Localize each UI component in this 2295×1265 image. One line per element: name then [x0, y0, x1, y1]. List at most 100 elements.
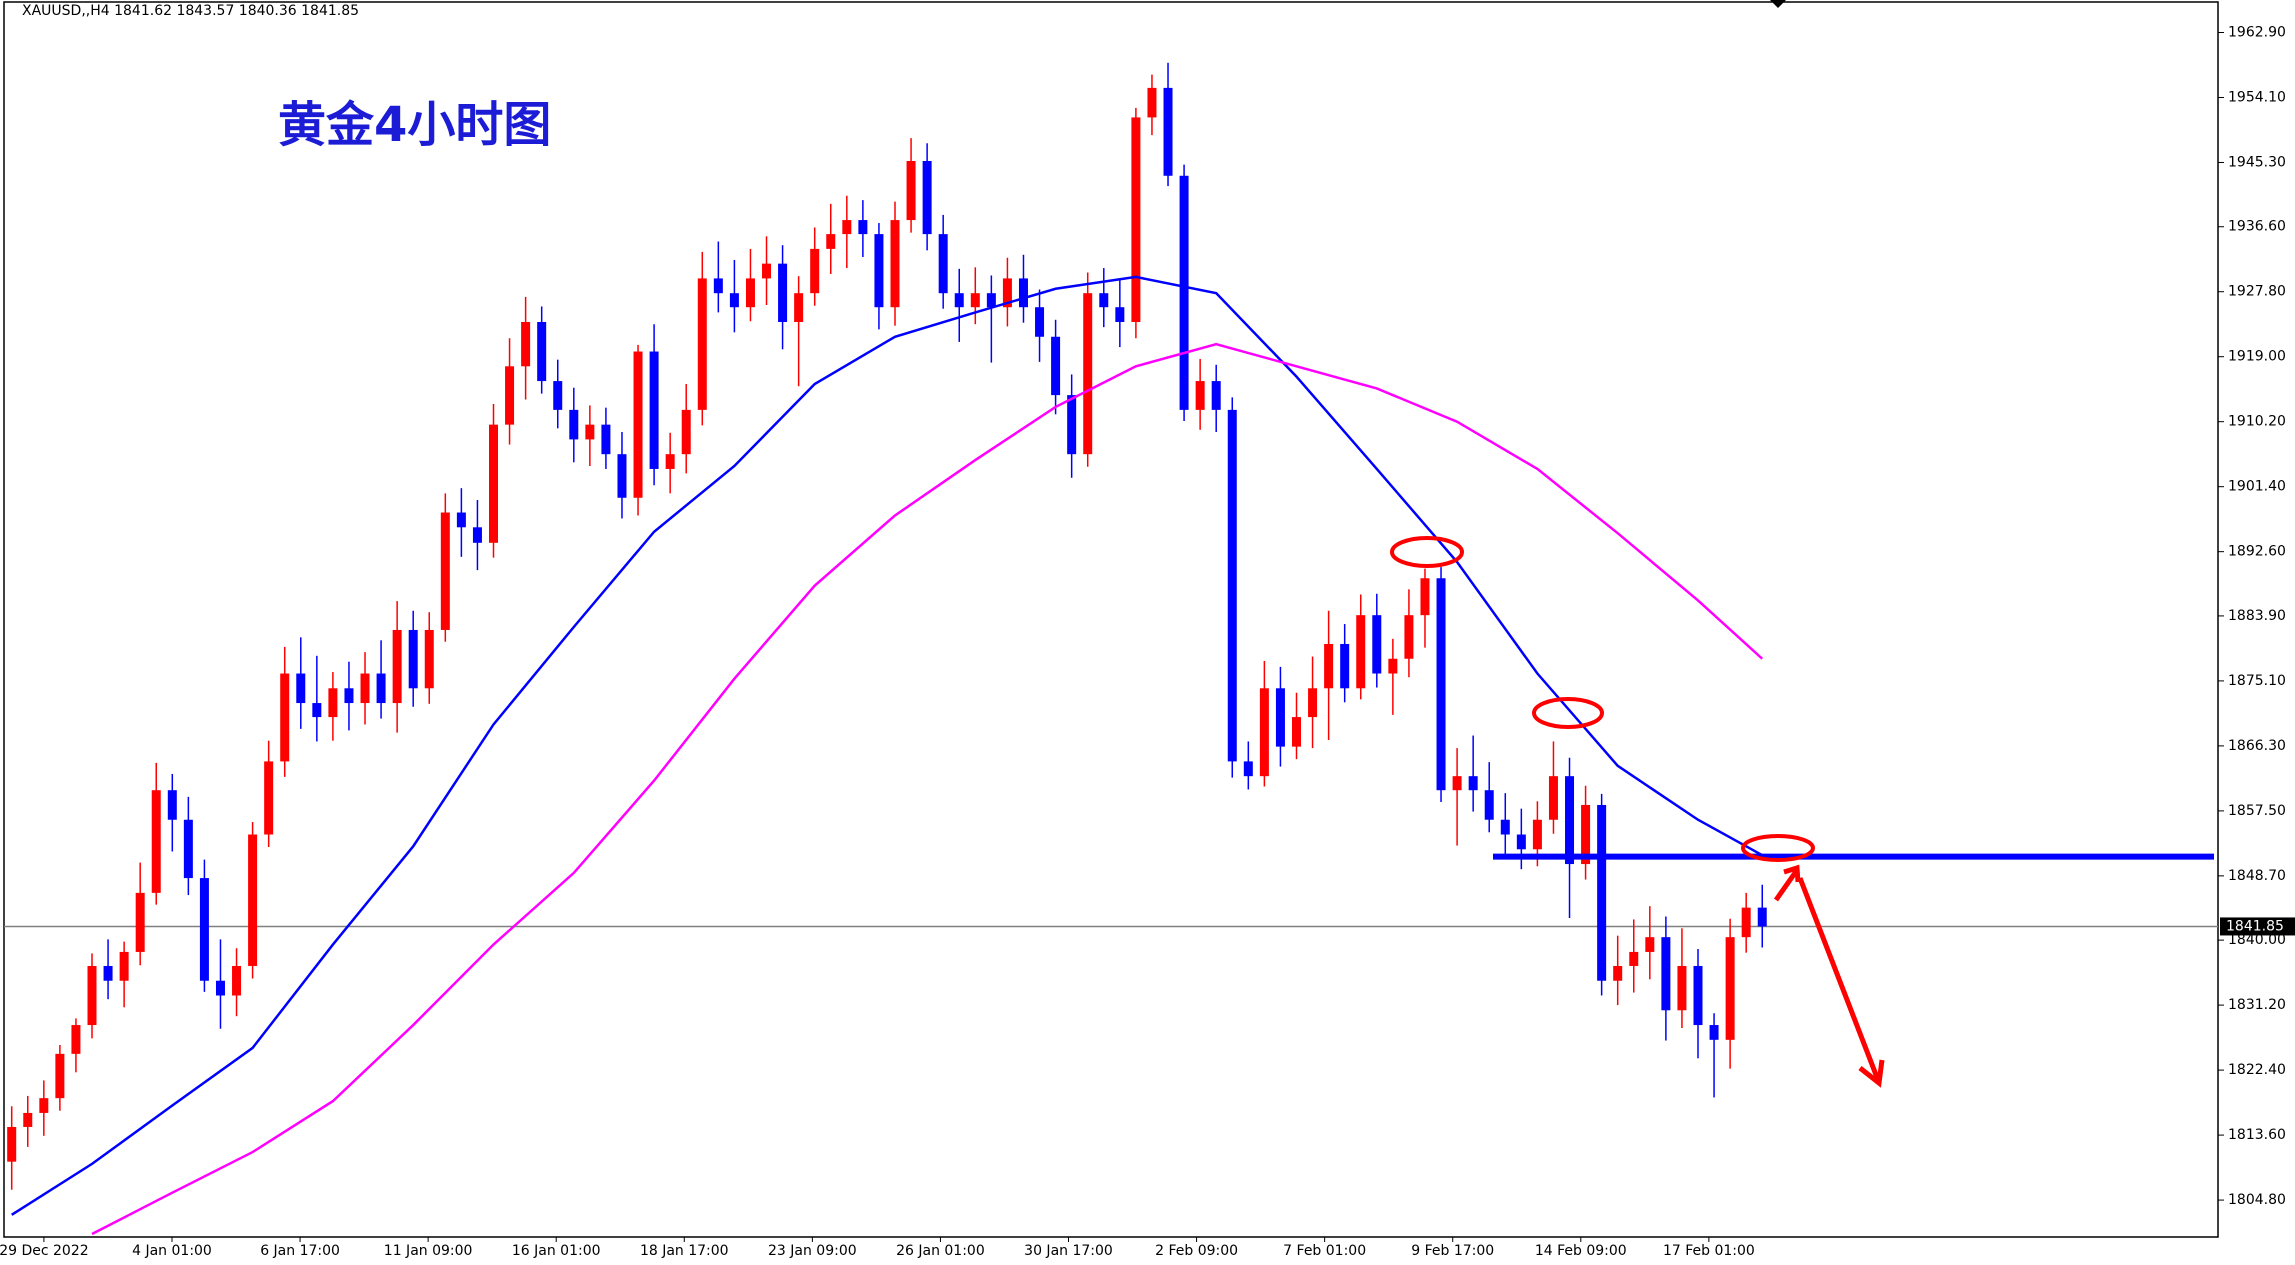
candle-body	[617, 454, 627, 498]
candle-body	[1597, 804, 1607, 981]
y-tick-label: 1804.80	[2228, 1192, 2286, 1208]
candle-body	[1677, 965, 1687, 1011]
x-tick-label: 23 Jan 09:00	[768, 1243, 857, 1259]
y-tick-label: 1848.70	[2228, 868, 2286, 884]
candle-body	[1516, 834, 1526, 850]
moving-average	[11, 275, 1763, 1216]
candle-body	[810, 248, 820, 294]
x-tick-label: 14 Feb 09:00	[1535, 1243, 1627, 1259]
candle-body	[135, 892, 145, 952]
candle-body	[826, 234, 836, 249]
highlight-ellipse	[1741, 834, 1815, 862]
candle-body	[569, 409, 579, 440]
candle-body	[745, 278, 755, 308]
candle-body	[697, 278, 707, 410]
candle-body	[199, 878, 209, 981]
candle-body	[954, 293, 964, 308]
annotations	[1390, 0, 1885, 1088]
candle-body	[794, 293, 804, 322]
x-tick-label: 2 Feb 09:00	[1155, 1243, 1238, 1259]
x-tick-label: 16 Jan 01:00	[512, 1243, 601, 1259]
candle-body	[1018, 278, 1028, 308]
candle-body	[585, 424, 595, 440]
x-tick-label: 30 Jan 17:00	[1024, 1243, 1113, 1259]
arrow-up	[1773, 864, 1801, 902]
candle-body	[1292, 717, 1301, 747]
candle-body	[360, 673, 370, 704]
candle-body	[649, 351, 659, 469]
candle-body	[778, 263, 788, 322]
candle-body	[1420, 578, 1430, 616]
highlight-ellipse	[1390, 536, 1464, 568]
candle-body	[1356, 615, 1366, 689]
candle-body	[1195, 381, 1205, 410]
moving-average	[91, 342, 1764, 1236]
candle-body	[440, 512, 450, 630]
candle-body	[1308, 688, 1318, 718]
candle-body	[1035, 307, 1045, 337]
candle-body	[1099, 293, 1109, 308]
y-tick-label: 1866.30	[2228, 738, 2286, 754]
candle-body	[232, 965, 242, 996]
candle-body	[970, 293, 980, 308]
candle-body	[328, 688, 338, 718]
y-tick-label: 1954.10	[2228, 89, 2286, 105]
arrow-down	[1797, 877, 1885, 1088]
candle-body	[424, 629, 434, 689]
candle-body	[296, 673, 306, 704]
candle-body	[215, 980, 225, 996]
candle-body	[1613, 965, 1623, 981]
candle-body	[1757, 907, 1767, 927]
candle-body	[1661, 937, 1671, 1011]
y-tick-label: 1892.60	[2228, 544, 2286, 560]
candle-body	[392, 629, 402, 704]
candle-body	[1532, 819, 1542, 850]
candle-body	[87, 965, 97, 1026]
candle-body	[167, 790, 177, 820]
y-tick-label: 1936.60	[2228, 219, 2286, 235]
candle-body	[521, 321, 531, 367]
candle-body	[537, 321, 547, 382]
candle-body	[1709, 1025, 1719, 1040]
candle-body	[1388, 658, 1398, 674]
candle-body	[1211, 381, 1221, 410]
candle-body	[1741, 907, 1751, 938]
y-tick-label: 1962.90	[2228, 24, 2286, 40]
candle-body	[1259, 688, 1269, 777]
candle-body	[1002, 278, 1012, 308]
candle-body	[1372, 615, 1382, 674]
candle-body	[1484, 790, 1494, 820]
plot-frame	[3, 1, 2219, 1238]
chart-title: 黄金4小时图	[278, 97, 551, 153]
candle-body	[71, 1025, 81, 1054]
candle-body	[1147, 87, 1157, 118]
candle-body	[7, 1126, 17, 1162]
y-tick-label: 1919.00	[2228, 349, 2286, 365]
candle-body	[23, 1112, 33, 1127]
candle-body	[1131, 117, 1141, 322]
candle-body	[922, 160, 932, 235]
candle-body	[1083, 293, 1093, 455]
last-price-label: 1841.85	[2226, 918, 2284, 934]
candle-body	[1275, 688, 1285, 747]
candle-body	[183, 819, 193, 879]
x-tick-label: 11 Jan 09:00	[384, 1243, 473, 1259]
candle-body	[1468, 776, 1478, 791]
candle-body	[858, 220, 868, 235]
candle-body	[1565, 776, 1575, 865]
candle-body	[633, 351, 643, 498]
candle-body	[1629, 951, 1639, 966]
candle-body	[1227, 409, 1237, 762]
marker	[1770, 0, 1786, 8]
header: XAUUSD,,H4 1841.62 1843.57 1840.36 1841.…	[22, 3, 359, 19]
candle-body	[1500, 819, 1510, 835]
candle-body	[408, 629, 418, 689]
y-tick-label: 1901.40	[2228, 479, 2286, 495]
x-tick-label: 29 Dec 2022	[0, 1243, 89, 1259]
y-tick-label: 1840.00	[2228, 932, 2286, 948]
candle-body	[874, 234, 884, 308]
candle-body	[119, 951, 129, 981]
y-tick-label: 1945.30	[2228, 154, 2286, 170]
candle-body	[890, 220, 900, 308]
candle-body	[713, 278, 723, 294]
